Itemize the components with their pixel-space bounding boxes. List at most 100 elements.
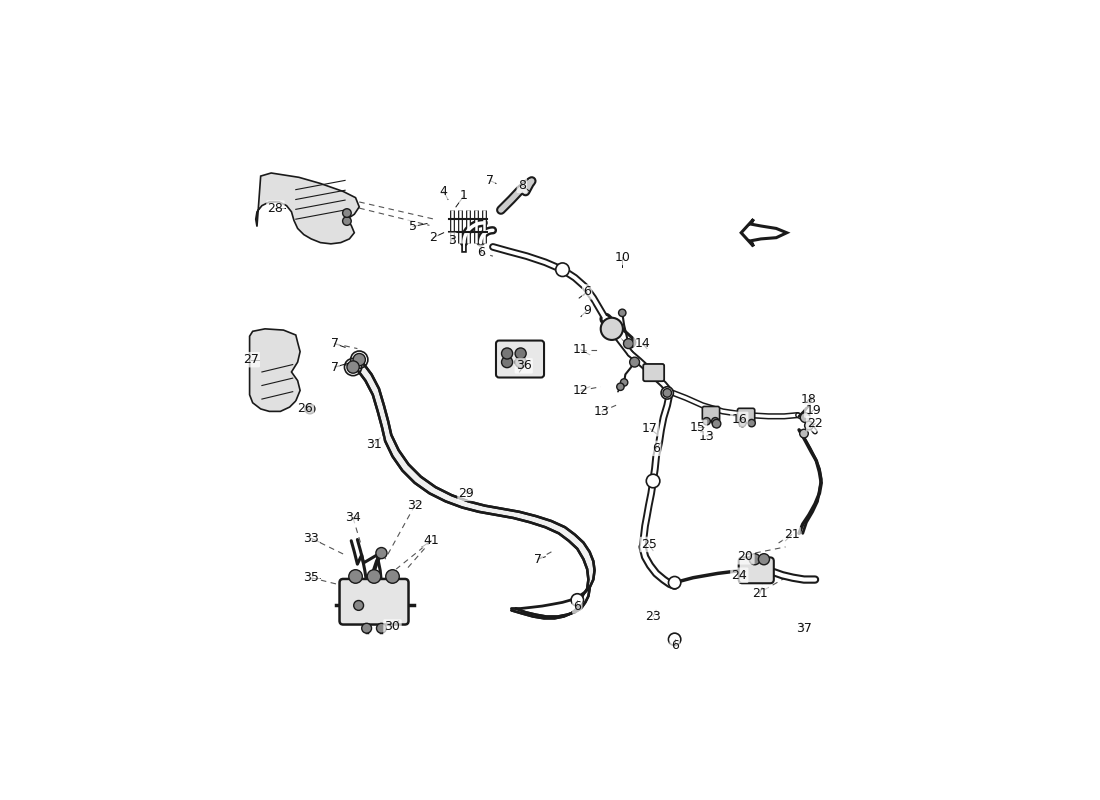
Text: 17: 17 [642,422,658,435]
Text: 20: 20 [737,550,754,563]
Text: 31: 31 [366,438,382,450]
Circle shape [804,422,813,430]
FancyBboxPatch shape [340,579,408,625]
Circle shape [617,383,624,390]
Circle shape [749,554,760,565]
Text: 19: 19 [805,404,821,417]
Polygon shape [255,173,360,244]
Circle shape [305,404,315,414]
Text: 30: 30 [385,621,400,634]
Polygon shape [478,506,502,515]
Polygon shape [587,561,594,579]
Text: 1: 1 [460,190,467,202]
Text: 23: 23 [646,610,661,623]
Circle shape [349,570,362,583]
Text: 26: 26 [297,402,312,415]
Text: 7: 7 [486,174,494,187]
Circle shape [362,623,372,633]
Polygon shape [385,435,398,456]
Text: 6: 6 [652,442,660,455]
Polygon shape [382,422,392,441]
FancyBboxPatch shape [496,341,544,378]
Circle shape [712,418,719,425]
Polygon shape [415,477,436,494]
Circle shape [801,413,810,422]
FancyBboxPatch shape [644,364,664,382]
FancyBboxPatch shape [703,406,719,422]
Polygon shape [546,521,565,534]
Circle shape [620,378,628,386]
Text: 37: 37 [796,622,812,635]
Circle shape [739,419,746,426]
Polygon shape [582,579,593,596]
Text: 7: 7 [331,361,339,374]
Text: 6: 6 [476,246,484,259]
Text: 18: 18 [801,393,817,406]
Text: 6: 6 [671,639,679,652]
Text: 11: 11 [573,343,588,356]
Text: 9: 9 [583,304,591,317]
Circle shape [647,474,660,488]
Circle shape [800,430,808,438]
Polygon shape [559,527,575,541]
Circle shape [601,318,623,340]
Circle shape [354,601,363,610]
Circle shape [556,263,570,277]
Circle shape [353,354,365,366]
Polygon shape [365,374,378,394]
Text: 5: 5 [409,220,417,233]
Polygon shape [373,389,384,411]
Circle shape [758,554,770,565]
Text: 36: 36 [516,359,531,372]
Polygon shape [587,570,594,589]
Polygon shape [377,406,388,427]
Text: 14: 14 [635,337,650,350]
Circle shape [618,309,626,317]
Circle shape [669,633,681,646]
Text: 12: 12 [573,384,588,397]
Text: 41: 41 [424,534,439,547]
Text: 21: 21 [751,587,768,600]
Text: 13: 13 [594,405,609,418]
Polygon shape [446,495,469,507]
Text: 35: 35 [304,571,319,584]
Circle shape [515,357,526,368]
Text: 13: 13 [698,430,715,442]
Circle shape [515,348,526,359]
Text: 25: 25 [641,538,657,551]
Polygon shape [741,219,786,246]
Text: 34: 34 [345,511,361,525]
Circle shape [703,418,711,425]
Text: 6: 6 [573,599,581,613]
Circle shape [669,577,681,589]
Circle shape [571,594,583,606]
Text: 28: 28 [267,202,284,214]
Polygon shape [530,516,551,527]
Circle shape [624,338,634,349]
Text: 32: 32 [407,499,422,512]
Circle shape [346,361,360,373]
Text: 21: 21 [784,528,800,541]
Text: 7: 7 [534,553,542,566]
Circle shape [748,419,756,426]
Polygon shape [354,360,372,381]
Circle shape [502,357,513,368]
Text: 22: 22 [807,418,823,430]
Text: 2: 2 [429,231,437,244]
Text: 3: 3 [448,234,455,246]
Text: 27: 27 [243,353,258,366]
Polygon shape [569,534,583,549]
Polygon shape [583,552,593,569]
Circle shape [661,386,673,399]
Text: 4: 4 [440,185,448,198]
FancyBboxPatch shape [737,408,755,423]
Circle shape [629,357,639,367]
Circle shape [712,419,720,428]
Text: 6: 6 [583,286,591,298]
Text: 24: 24 [732,569,747,582]
Polygon shape [429,487,452,502]
Text: 10: 10 [614,251,630,264]
Circle shape [663,389,671,398]
Polygon shape [403,464,421,483]
Text: 15: 15 [690,421,706,434]
